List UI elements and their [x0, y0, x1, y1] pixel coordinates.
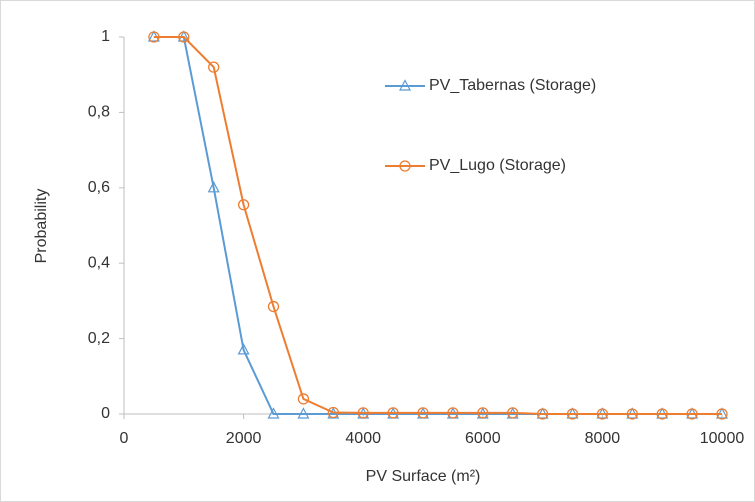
x-tick-label: 0	[120, 430, 129, 447]
marker	[297, 407, 310, 419]
marker	[178, 31, 190, 43]
marker	[596, 408, 609, 420]
legend-label: PV_Tabernas (Storage)	[429, 77, 596, 94]
y-axis-label: Probability	[33, 189, 50, 264]
marker	[626, 408, 638, 420]
marker	[716, 408, 728, 420]
marker	[237, 343, 250, 355]
x-tick-label: 8000	[585, 430, 621, 447]
y-tick-label: 0,2	[88, 330, 110, 347]
marker	[267, 300, 280, 313]
x-tick-label: 2000	[226, 430, 262, 447]
marker	[447, 407, 459, 419]
y-tick-label: 0,8	[88, 104, 110, 121]
y-tick-label: 0	[101, 405, 110, 422]
marker	[417, 407, 429, 419]
marker	[207, 181, 220, 193]
marker	[686, 408, 698, 420]
marker	[656, 408, 668, 420]
marker	[148, 31, 160, 43]
x-tick-label: 4000	[345, 430, 381, 447]
x-tick-label: 10000	[700, 430, 745, 447]
marker	[536, 408, 549, 420]
marker	[297, 393, 310, 405]
marker	[327, 406, 339, 419]
marker	[208, 61, 220, 73]
y-tick-label: 0,6	[88, 179, 110, 196]
y-tick-label: 1	[101, 28, 110, 45]
x-tick-label: 6000	[465, 430, 501, 447]
marker	[477, 407, 489, 419]
marker	[566, 408, 579, 420]
marker	[507, 407, 519, 419]
marker	[387, 407, 399, 419]
legend-marker	[399, 79, 411, 91]
legend-marker	[399, 160, 411, 172]
legend-label: PV_Lugo (Storage)	[429, 157, 566, 174]
x-axis-label: PV Surface (m²)	[366, 468, 481, 485]
marker	[237, 199, 250, 211]
marker	[267, 407, 280, 419]
y-tick-label: 0,4	[88, 254, 110, 271]
marker	[357, 407, 369, 419]
